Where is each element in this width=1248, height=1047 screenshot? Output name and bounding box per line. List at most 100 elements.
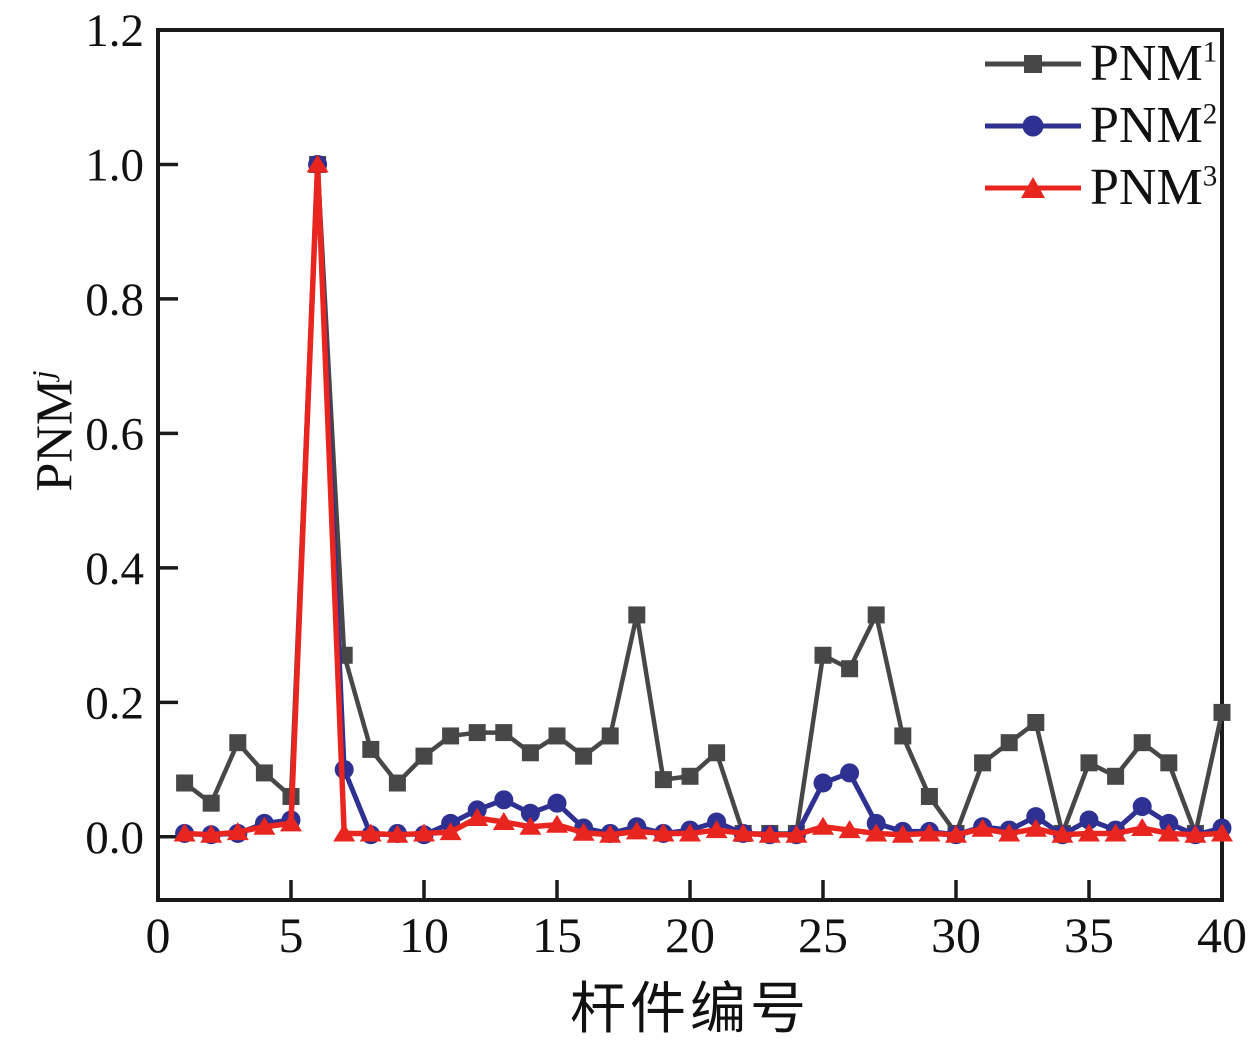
series-pnm3-marker (226, 822, 249, 841)
legend-label-sup: 3 (1202, 160, 1218, 193)
y-axis-tick-label: 1.2 (85, 5, 144, 57)
y-axis-tick-label: 0.6 (85, 408, 144, 460)
plot-frame (156, 28, 1224, 902)
x-axis-tick-label: 35 (1064, 907, 1114, 963)
x-axis-tick-label: 15 (532, 907, 582, 963)
legend-label-sup: 2 (1202, 98, 1218, 131)
series-pnm3-marker (785, 824, 808, 843)
series-pnm1-marker (176, 774, 194, 792)
series-pnm1-marker (920, 787, 938, 805)
legend-item-pnm3: PNM3 (982, 160, 1217, 215)
series-pnm1-marker (1000, 734, 1018, 752)
series-pnm2-marker (1079, 810, 1099, 830)
series-pnm1-marker (708, 744, 726, 762)
legend-square-glyph (1024, 54, 1042, 73)
legend-label-base: PNM (1090, 96, 1203, 154)
y-axis-tick-label: 0.4 (85, 543, 144, 595)
series-pnm3-marker (253, 816, 276, 835)
series-pnm3-marker (492, 812, 515, 831)
series-pnm2-marker (1132, 797, 1152, 817)
legend-label-pnm3: PNM3 (1090, 160, 1218, 214)
series-pnm1-marker (388, 774, 406, 792)
legend-label-base: PNM (1090, 34, 1203, 92)
legend-triangle-glyph (1021, 176, 1045, 198)
series-pnm3-marker (599, 824, 622, 843)
series-pnm1-marker (628, 606, 646, 624)
series-pnm3-marker (732, 823, 755, 842)
series-pnm3-marker (466, 807, 489, 826)
series-pnm3-marker (758, 824, 781, 843)
x-axis-tick-label: 0 (146, 907, 171, 963)
series-pnm3-marker (838, 820, 861, 839)
series-pnm2-marker (1026, 807, 1046, 827)
series-pnm3-marker (306, 154, 329, 173)
series-pnm3-marker (971, 818, 994, 837)
series-pnm1-marker (229, 734, 247, 752)
y-axis-tick-label: 0.2 (85, 677, 144, 729)
series-pnm2-marker (1159, 813, 1179, 833)
x-axis-tick-label: 25 (798, 907, 848, 963)
series-pnm1-marker (1133, 734, 1151, 752)
series-pnm3-marker (413, 823, 435, 842)
series-pnm3-marker (572, 822, 595, 841)
x-axis-title: 杆件编号 (570, 979, 810, 1041)
series-pnm1-marker (575, 747, 593, 765)
legend-label-pnm1: PNM1 (1090, 34, 1218, 92)
series-pnm3-marker (812, 816, 834, 835)
series-pnm1-marker (1107, 767, 1125, 785)
series-pnm3-marker (1211, 823, 1233, 842)
series-pnm1-marker (894, 727, 912, 745)
series-pnm1-marker (415, 747, 433, 765)
x-axis-tick-label: 30 (931, 907, 981, 963)
legend-circle-glyph (1022, 115, 1044, 136)
series-pnm3-line (184, 161, 1223, 838)
series-pnm1-marker (442, 727, 460, 745)
series-pnm3-marker (679, 823, 701, 842)
y-axis-tick-label: 0.0 (85, 812, 144, 864)
series-pnm1-marker (255, 764, 273, 782)
series-pnm2-marker (840, 763, 860, 783)
series-pnm3-marker (386, 824, 409, 843)
series-pnm1-marker (1213, 703, 1231, 721)
series-pnm1-marker (974, 754, 992, 772)
series-pnm1-marker (1027, 714, 1045, 732)
series-pnm3-marker (705, 820, 728, 839)
y-axis-title-text: PNM (26, 378, 84, 492)
series-pnm2-marker (547, 793, 567, 813)
series-pnm3-marker (918, 823, 941, 842)
x-axis-tick-label: 5 (279, 907, 304, 963)
legend-square-marker-icon (985, 54, 1081, 73)
series-pnm3-marker (1078, 823, 1100, 842)
x-axis-tick-label: 10 (399, 907, 449, 963)
x-axis-tick-label: 40 (1197, 907, 1247, 963)
series-pnm3-marker (945, 824, 967, 843)
series-pnm3-marker (359, 823, 382, 842)
series-pnm1-marker (202, 794, 220, 812)
y-axis-title-superscript: j (26, 370, 60, 379)
legend-label-pnm2: PNM2 (1090, 96, 1218, 154)
legend-label-sup: 1 (1202, 36, 1218, 69)
series-pnm3-marker (652, 823, 675, 842)
series-pnm1-marker (601, 727, 619, 745)
y-axis-tick-label: 0.8 (85, 274, 144, 326)
series-pnm1-line (183, 162, 1225, 836)
series-pnm3-marker (1157, 823, 1180, 842)
series-pnm1-marker (521, 744, 539, 762)
series-pnm1-marker (654, 771, 672, 789)
series-pnm1-marker (841, 660, 859, 678)
series-pnm3-marker (439, 822, 462, 841)
series-pnm3-marker (1024, 818, 1047, 837)
legend-triangle-marker-icon (985, 176, 1081, 198)
series-pnm1-marker (362, 740, 380, 758)
y-axis-tick-label: 1.0 (85, 139, 144, 191)
series-pnm3-marker (625, 821, 648, 840)
series-pnm1-marker (681, 767, 699, 785)
series-pnm3-marker (1104, 823, 1127, 842)
series-pnm2-marker (520, 803, 540, 823)
y-axis-title: PNMj (14, 346, 83, 516)
series-pnm3-marker (546, 814, 568, 833)
series-pnm2-marker (813, 773, 833, 793)
series-pnm3-marker (333, 823, 356, 842)
